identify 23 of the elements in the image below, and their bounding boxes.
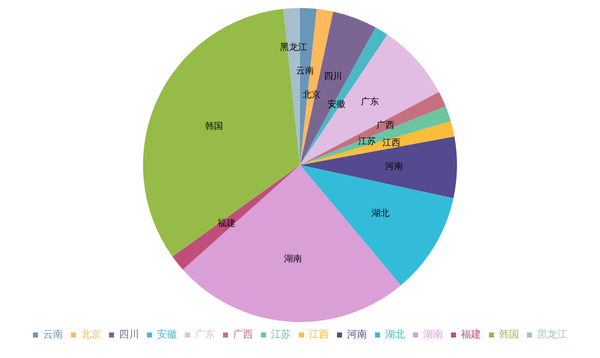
slice-label: 福建 (217, 218, 236, 230)
legend-label: 云南 (43, 328, 63, 341)
legend-label: 福建 (461, 328, 481, 341)
legend-label: 北京 (81, 328, 101, 341)
legend-label: 广西 (233, 328, 253, 341)
legend-label: 安徽 (157, 328, 177, 341)
slice-label: 四川 (324, 71, 342, 82)
slice-label: 江西 (382, 138, 401, 149)
slice-label: 韩国 (205, 120, 224, 132)
slice-label: 广东 (361, 96, 380, 108)
legend-label: 黑龙江 (537, 328, 567, 341)
slice-label: 湖北 (372, 208, 390, 220)
slice-label: 广西 (376, 120, 394, 131)
slice-label: 湖南 (284, 253, 302, 264)
legend-label: 江西 (309, 328, 329, 341)
legend-label: 江苏 (271, 328, 291, 341)
legend-label: 韩国 (499, 328, 519, 341)
legend-label: 湖北 (385, 328, 405, 341)
slice-label: 河南 (385, 160, 404, 172)
legend-label: 四川 (119, 328, 139, 341)
legend-label: 河南 (347, 328, 367, 341)
legend-label: 湖南 (423, 328, 443, 341)
legend-label: 广东 (195, 328, 215, 341)
